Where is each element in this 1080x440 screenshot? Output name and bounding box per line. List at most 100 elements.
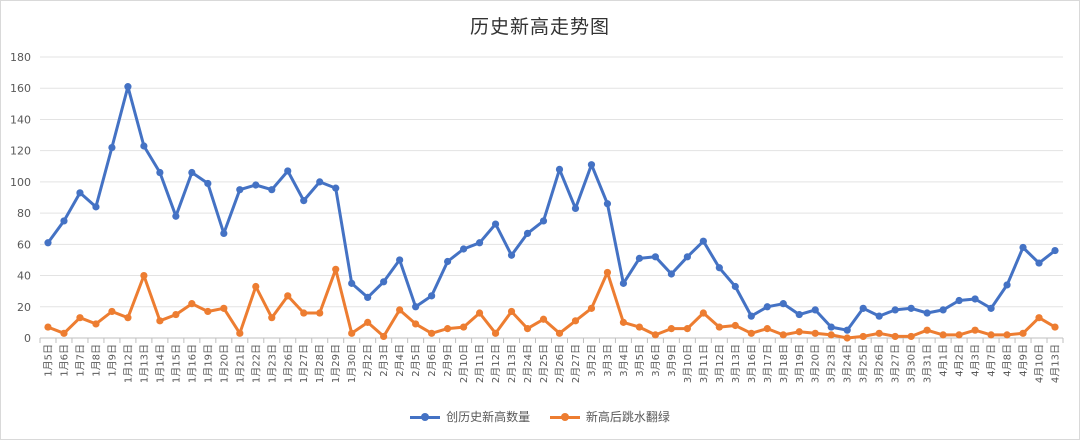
x-tick-label: 3月12日 [714,344,726,383]
data-point [1051,246,1059,255]
data-point [987,304,995,312]
data-point [475,309,484,317]
x-tick-label: 1月22日 [250,344,262,383]
data-point [763,303,771,311]
data-point [859,332,867,341]
x-tick-label: 4月10日 [1034,344,1046,383]
data-point [731,282,739,291]
data-point [348,329,356,337]
x-tick-label: 3月24日 [842,344,854,383]
data-point [683,253,691,261]
x-tick-label: 3月27日 [890,344,902,383]
data-point [459,323,468,331]
data-point [491,220,500,228]
data-point [747,312,755,320]
x-tick-label: 1月20日 [218,344,230,383]
data-point [827,323,835,331]
x-tick-label: 2月27日 [570,344,582,383]
data-point [268,314,276,322]
x-tick-label: 1月16日 [186,344,198,383]
data-point [859,304,867,312]
x-tick-label: 3月11日 [698,344,710,383]
x-tick-label: 4月8日 [1002,344,1014,377]
legend-item-1: 新高后跳水翻绿 [549,408,670,425]
data-point [715,323,723,331]
data-point [907,332,915,341]
x-tick-label: 1月7日 [74,344,86,377]
x-tick-label: 2月25日 [538,344,550,383]
x-tick-label: 1月30日 [346,344,358,383]
data-point [92,320,100,328]
data-point [779,331,787,339]
data-point [380,332,388,341]
x-tick-label: 3月9日 [666,344,678,377]
data-point [76,189,84,197]
data-point [444,257,452,266]
data-point [428,292,436,300]
data-point [1019,329,1027,337]
data-point [1035,259,1043,267]
data-point [587,161,596,169]
x-axis: 1月5日 1月6日 1月7日 1月8日 1月9日 1月12日 1月13日 1月14日 1月15日… [39,338,1064,383]
x-tick-label: 3月6日 [650,344,662,377]
data-point [555,329,564,337]
y-tick-label: 160 [10,82,31,95]
x-tick-label: 3月10日 [682,344,694,383]
data-point [396,306,404,314]
x-tick-label: 4月3日 [970,344,982,377]
x-tick-label: 4月1日 [938,344,950,377]
x-tick-label: 1月5日 [42,344,54,377]
legend-label-1: 新高后跳水翻绿 [585,410,670,424]
data-point [523,229,532,238]
x-tick-label: 3月25日 [858,344,870,383]
data-point [843,334,851,342]
data-point [763,325,771,333]
data-point [699,237,707,245]
data-point [827,331,835,339]
data-point [316,309,324,317]
data-point [795,328,803,336]
data-point [108,307,116,316]
x-tick-label: 4月2日 [954,344,966,377]
data-point [316,178,324,186]
x-tick-label: 3月2日 [586,344,598,377]
data-point [923,309,931,317]
data-point [891,332,899,341]
data-point [1035,314,1043,322]
x-tick-label: 4月9日 [1018,344,1030,377]
data-point [188,168,196,177]
data-point [715,264,723,272]
data-point [300,309,308,317]
data-point [747,329,755,337]
data-point [172,212,180,220]
data-point [843,326,851,334]
x-tick-label: 3月18日 [778,344,790,383]
data-point [1003,331,1011,339]
data-point [364,318,372,326]
data-point [491,329,500,337]
legend-item-0: 创历史新高数量 [410,408,530,425]
legend-swatch-0 [410,412,441,422]
data-point [507,251,516,259]
data-point [412,320,420,328]
x-tick-label: 3月3日 [602,344,614,377]
data-point [955,296,963,305]
data-point [555,165,564,173]
data-point [124,83,132,91]
data-point [603,268,612,277]
data-point [923,326,931,334]
data-point [891,306,899,314]
x-tick-label: 2月3日 [378,344,390,377]
data-point [396,256,404,264]
x-tick-label: 3月16日 [746,344,758,383]
x-tick-label: 3月20日 [810,344,822,383]
y-axis: 0 20 40 60 80 100 120 140 160 180 [10,51,31,345]
data-point [971,295,979,303]
x-tick-label: 1月6日 [58,344,70,377]
data-point [667,270,675,278]
data-point [907,304,915,312]
x-tick-label: 1月12日 [122,344,134,383]
data-point [651,253,659,261]
x-tick-label: 1月15日 [170,344,182,383]
x-tick-label: 1月19日 [202,344,214,383]
